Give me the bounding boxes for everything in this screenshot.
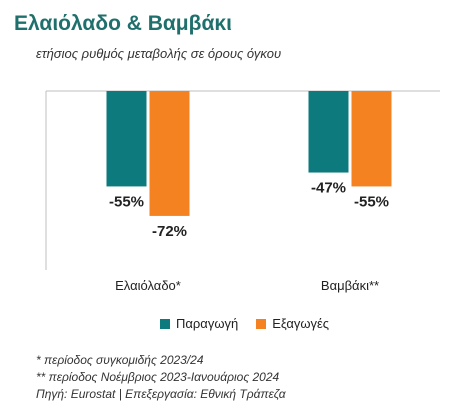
chart-subtitle: ετήσιος ρυθμός μεταβολής σε όρους όγκου <box>36 46 282 61</box>
legend-label-production: Παραγωγή <box>176 316 239 331</box>
bar-production-olive-oil <box>106 91 147 187</box>
bar-exports-olive-oil <box>149 91 190 216</box>
legend-item-exports: Εξαγωγές <box>256 316 329 331</box>
category-label-cotton: Βαμβάκι** <box>321 278 379 293</box>
legend-label-exports: Εξαγωγές <box>272 316 330 331</box>
footnote-harvest-period: * περίοδος συγκομιδής 2023/24 <box>36 353 204 367</box>
chart-title: Ελαιόλαδο & Βαμβάκι <box>14 12 232 35</box>
footnote-cotton-period: ** περίοδος Νοέμβριος 2023-Ιανουάριος 20… <box>36 370 280 384</box>
legend-swatch-production <box>160 318 170 329</box>
category-label-olive-oil: Ελαιόλαδο* <box>115 278 181 293</box>
bar-exports-cotton <box>351 91 392 187</box>
bar-chart: -55% -72% Ελαιόλαδο* -47% -55% Βαμβάκι** <box>45 90 440 293</box>
source-note: Πηγή: Eurostat | Επεξεργασία: Εθνική Τρά… <box>36 387 286 401</box>
footnotes: * περίοδος συγκομιδής 2023/24 ** περίοδο… <box>36 352 286 403</box>
legend-item-production: Παραγωγή <box>160 316 238 331</box>
data-label-exports-olive-oil: -72% <box>152 223 187 240</box>
data-label-production-cotton: -47% <box>311 180 346 197</box>
bar-production-cotton <box>308 91 349 173</box>
legend-swatch-exports <box>256 318 267 329</box>
data-label-production-olive-oil: -55% <box>109 193 144 210</box>
legend: Παραγωγή Εξαγωγές <box>160 316 329 331</box>
data-label-exports-cotton: -55% <box>354 193 389 210</box>
